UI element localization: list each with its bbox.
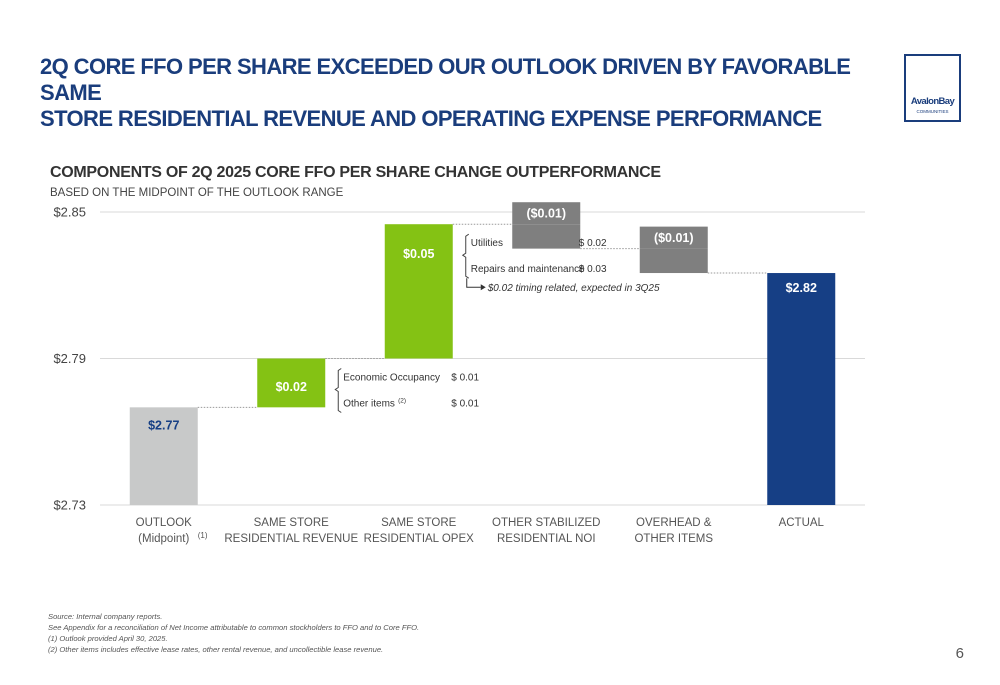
y-tick-label: $2.85: [53, 205, 86, 220]
page-number: 6: [955, 645, 964, 662]
annotation-item-label: Utilities: [471, 238, 503, 249]
annotation-bracket: [461, 233, 470, 279]
footnotes: Source: Internal company reports. See Ap…: [48, 611, 748, 655]
bar-increase: [384, 224, 453, 359]
x-category-label: RESIDENTIAL REVENUE: [224, 533, 358, 545]
footnote-appendix: See Appendix for a reconciliation of Net…: [48, 623, 420, 632]
annotation-superscript: (2): [398, 398, 406, 405]
bar-base: [129, 407, 198, 505]
chart-title: COMPONENTS OF 2Q 2025 CORE FFO PER SHARE…: [50, 164, 661, 181]
bar-value-label: $0.02: [276, 380, 307, 394]
x-category-label: OUTLOOK: [136, 517, 193, 529]
bar-decrease: [512, 224, 581, 249]
annotation-item-value: $ 0.03: [579, 264, 607, 275]
bar-value-label: ($0.01): [654, 231, 694, 245]
bar-label-box: [639, 226, 708, 249]
bar-label-box: [512, 202, 581, 225]
x-category-label: RESIDENTIAL OPEX: [364, 533, 474, 545]
bar-value-label: $2.82: [786, 281, 817, 295]
x-category-label: RESIDENTIAL NOI: [497, 533, 596, 545]
chart-subtitle: BASED ON THE MIDPOINT OF THE OUTLOOK RAN…: [50, 187, 344, 199]
x-category-label: OTHER STABILIZED: [492, 517, 600, 529]
annotation-item-value: $ 0.02: [579, 238, 607, 249]
annotation-item-value: $ 0.01: [451, 373, 479, 384]
annotation-bracket: [334, 368, 342, 413]
slide-title-line-1: 2Q CORE FFO PER SHARE EXCEEDED OUR OUTLO…: [40, 54, 851, 105]
footnote-1: (1) Outlook provided April 30, 2025.: [48, 634, 168, 643]
annotation-item-value: $ 0.01: [451, 399, 479, 410]
annotation-item-label: Repairs and maintenance: [471, 264, 585, 275]
x-category-label: (Midpoint): [138, 533, 189, 545]
x-category-label: OTHER ITEMS: [634, 533, 713, 545]
logo-subtext: COMMUNITIES: [916, 109, 949, 114]
footnote-source: Source: Internal company reports.: [48, 612, 163, 621]
logo-brand: AvalonBay: [910, 96, 955, 107]
bar-increase: [257, 358, 326, 408]
slide-title-line-2: STORE RESIDENTIAL REVENUE AND OPERATING …: [40, 106, 822, 131]
bar-value-label: $0.05: [403, 247, 434, 261]
bar-decrease: [639, 248, 708, 274]
x-category-label: SAME STORE: [381, 517, 457, 529]
annotation-note-arrow: [466, 278, 481, 288]
x-category-label: OVERHEAD &: [636, 517, 712, 529]
bar-value-label: ($0.01): [526, 207, 566, 221]
slide-title: 2Q CORE FFO PER SHARE EXCEEDED OUR OUTLO…: [40, 54, 900, 132]
annotation-item-label: Other items: [343, 399, 395, 410]
y-tick-label: $2.79: [53, 351, 86, 366]
annotation-note: $0.02 timing related, expected in 3Q25: [487, 283, 660, 294]
bar-value-label: $2.77: [148, 418, 179, 432]
x-category-label: SAME STORE: [254, 517, 330, 529]
bar-total: [767, 273, 836, 505]
arrow-head-icon: [480, 284, 486, 291]
footnote-2: (2) Other items includes effective lease…: [48, 645, 384, 654]
x-category-superscript: (1): [198, 531, 208, 540]
y-tick-label: $2.73: [53, 498, 86, 513]
annotation-item-label: Economic Occupancy: [343, 373, 440, 384]
x-category-label: ACTUAL: [779, 517, 825, 529]
company-logo: AvalonBay COMMUNITIES: [904, 54, 961, 122]
